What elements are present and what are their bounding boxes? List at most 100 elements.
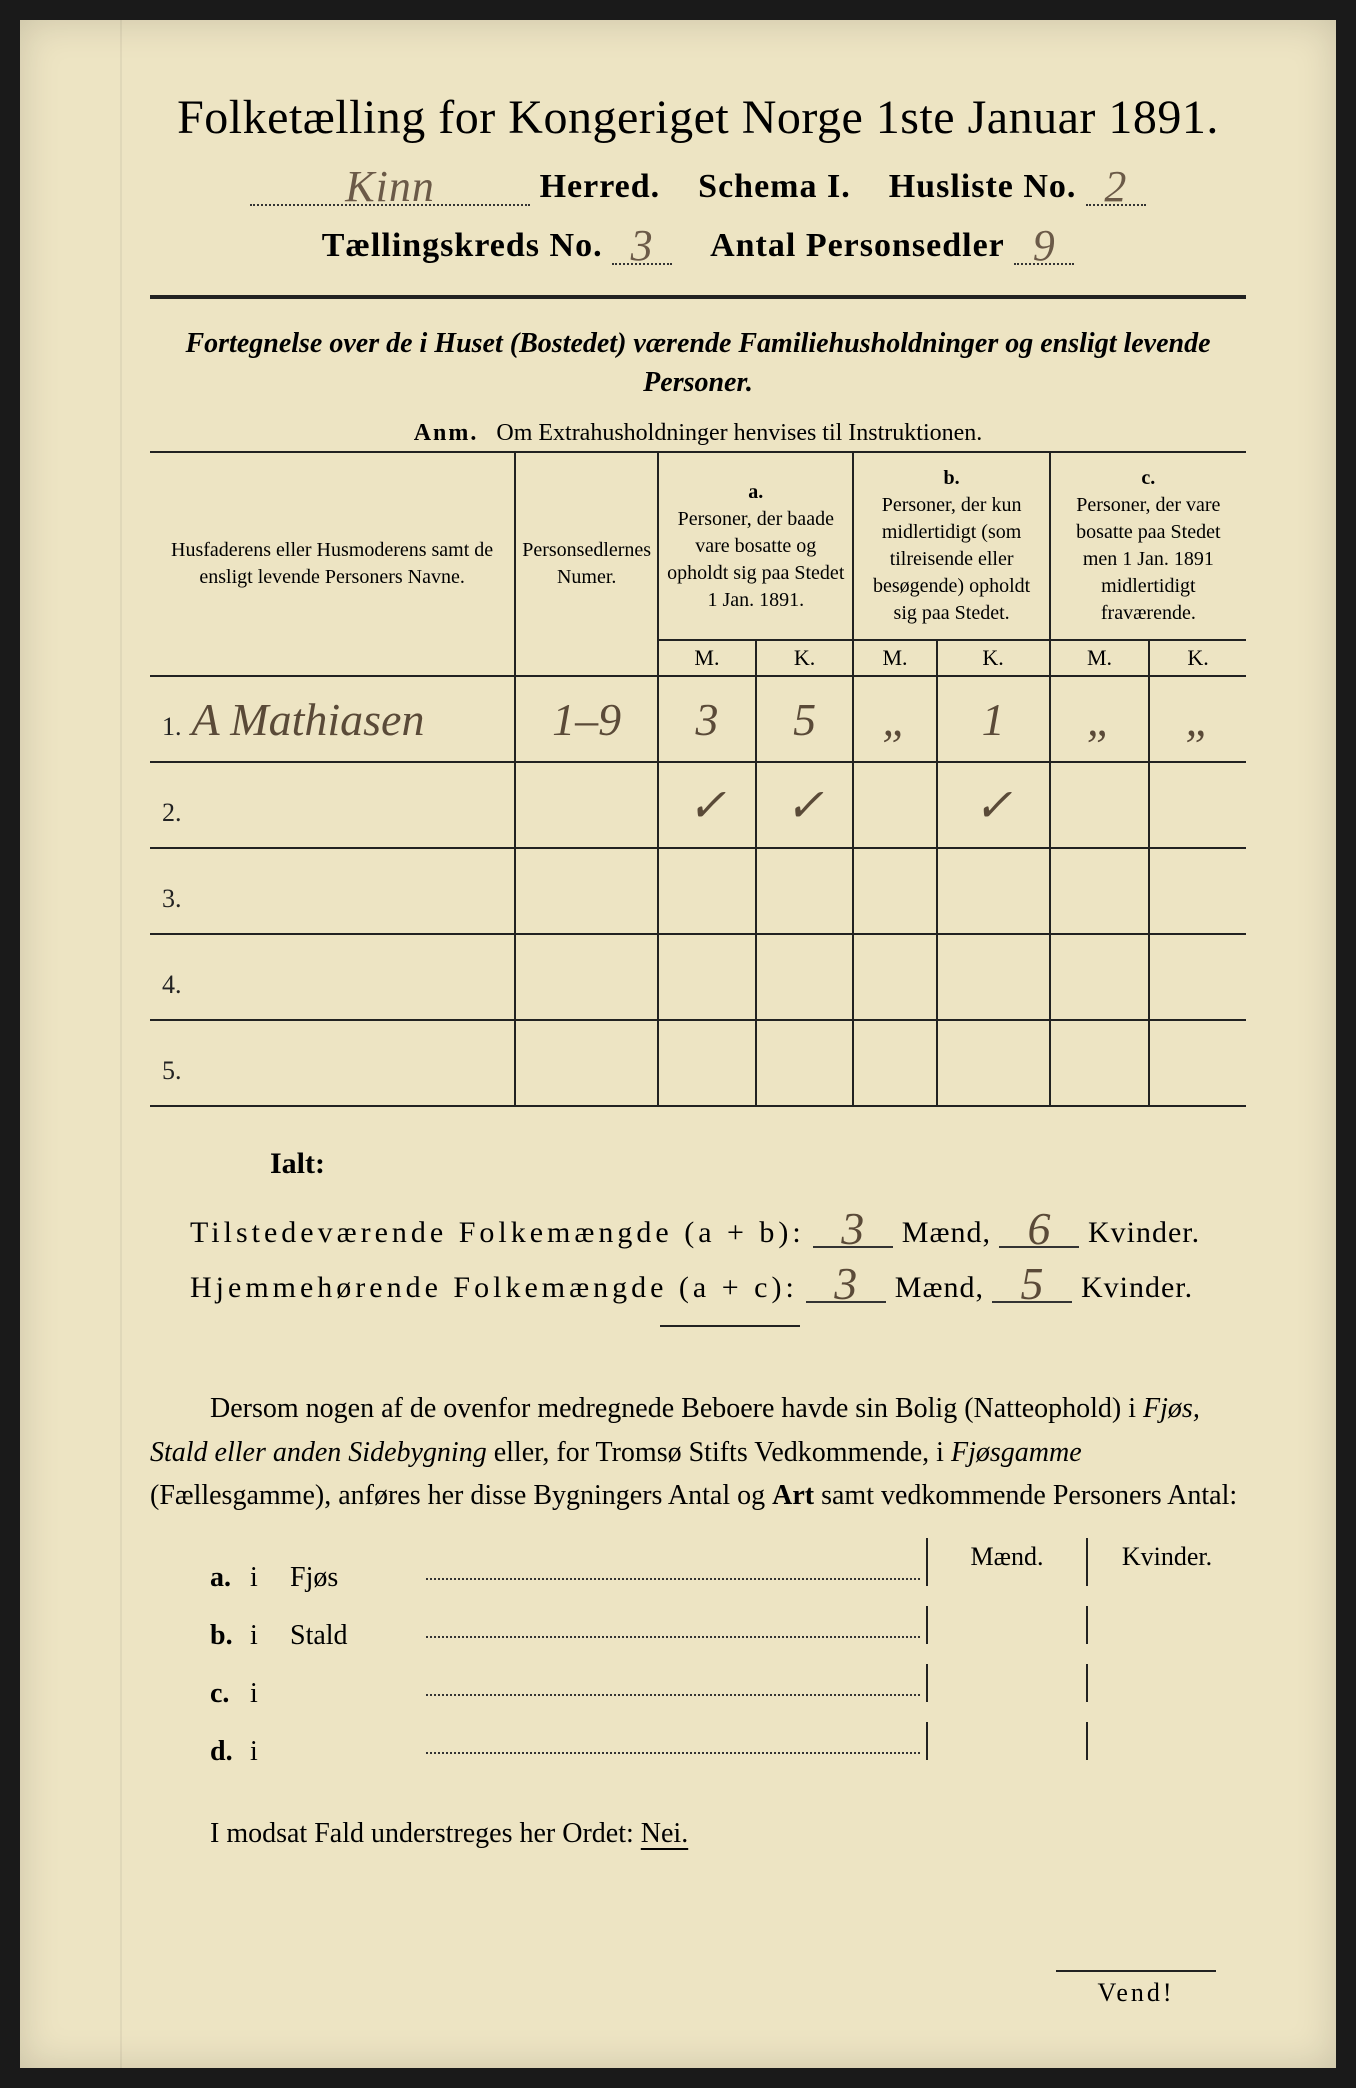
census-table: Husfaderens eller Husmoderens samt de en…: [150, 451, 1246, 1107]
cell-name: 4.: [150, 934, 515, 1020]
buildings-paragraph: Dersom nogen af de ovenfor medregnede Be…: [150, 1387, 1246, 1517]
table-row: 3.: [150, 848, 1246, 934]
cell-name: 2.: [150, 762, 515, 848]
build-k: [1086, 1722, 1246, 1760]
modsat-prefix: I modsat Fald understreges her Ordet:: [210, 1818, 634, 1849]
th-num: Personsedlernes Numer.: [515, 452, 658, 676]
header-line-1: Kinn Herred. Schema I. Husliste No. 2: [150, 165, 1246, 206]
building-row: d.i: [210, 1722, 1246, 1768]
summary1-m: 3: [813, 1213, 893, 1247]
build-dots: [426, 1636, 920, 1638]
cell-b-k: [937, 848, 1050, 934]
build-key: d.: [210, 1736, 250, 1768]
maend-label-2: Mænd,: [895, 1271, 984, 1304]
modsat-nei: Nei.: [641, 1818, 688, 1849]
th-name: Husfaderens eller Husmoderens samt de en…: [150, 452, 515, 676]
build-name: Fjøs: [290, 1562, 420, 1594]
table-row: 4.: [150, 934, 1246, 1020]
build-i: i: [250, 1562, 290, 1594]
cell-a-k: [756, 934, 854, 1020]
kvinder-label-2: Kvinder.: [1081, 1271, 1193, 1304]
herred-label: Herred.: [540, 168, 661, 205]
build-head-m: Mænd.: [926, 1538, 1086, 1576]
cell-c-m: [1050, 1020, 1150, 1106]
th-b-k: K.: [937, 640, 1050, 676]
th-a: a.Personer, der baade vare bosatte og op…: [658, 452, 853, 640]
intro-text: Fortegnelse over de i Huset (Bostedet) v…: [150, 324, 1246, 402]
build-key: b.: [210, 1620, 250, 1652]
antal-label: Antal Personsedler: [710, 227, 1005, 264]
summary1-label: Tilstedeværende Folkemængde (a + b):: [190, 1216, 805, 1249]
cell-c-m: „: [1050, 676, 1150, 762]
cell-b-m: [853, 1020, 936, 1106]
table-row: 2.✓✓✓: [150, 762, 1246, 848]
cell-name: 5.: [150, 1020, 515, 1106]
cell-c-m: [1050, 848, 1150, 934]
buildings-header: Mænd. Kvinder.: [926, 1538, 1246, 1576]
cell-a-m: ✓: [658, 762, 756, 848]
header-line-2: Tællingskreds No. 3 Antal Personsedler 9: [150, 224, 1246, 265]
census-form-page: Folketælling for Kongeriget Norge 1ste J…: [20, 20, 1336, 2068]
anm-line: Anm. Om Extrahusholdninger henvises til …: [150, 420, 1246, 447]
build-i: i: [250, 1678, 290, 1710]
th-c-k: K.: [1149, 640, 1246, 676]
anm-text: Om Extrahusholdninger henvises til Instr…: [496, 420, 982, 446]
summary2-m: 3: [806, 1268, 886, 1302]
schema-label: Schema I.: [698, 168, 851, 205]
kreds-value: 3: [612, 228, 672, 265]
cell-c-k: [1149, 848, 1246, 934]
cell-c-m: [1050, 934, 1150, 1020]
cell-a-m: 3: [658, 676, 756, 762]
kreds-label: Tællingskreds No.: [322, 227, 603, 264]
cell-b-k: 1: [937, 676, 1050, 762]
summary2-label: Hjemmehørende Folkemængde (a + c):: [190, 1271, 798, 1304]
cell-b-m: [853, 934, 936, 1020]
cell-a-k: [756, 848, 854, 934]
cell-b-m: [853, 848, 936, 934]
herred-value: Kinn: [250, 169, 530, 206]
cell-sedler: [515, 848, 658, 934]
cell-sedler: 1–9: [515, 676, 658, 762]
build-name: Stald: [290, 1620, 420, 1652]
build-m: [926, 1664, 1086, 1702]
table-row: 1.A Mathiasen1–935„1„„: [150, 676, 1246, 762]
build-key: c.: [210, 1678, 250, 1710]
build-dots: [426, 1694, 920, 1696]
table-row: 5.: [150, 1020, 1246, 1106]
build-k: [1086, 1606, 1246, 1644]
th-c-m: M.: [1050, 640, 1150, 676]
build-key: a.: [210, 1562, 250, 1594]
build-m: [926, 1606, 1086, 1644]
summary2-k: 5: [992, 1268, 1072, 1302]
th-c: c.Personer, der vare bosatte paa Stedet …: [1050, 452, 1246, 640]
building-row: c.i: [210, 1664, 1246, 1710]
cell-a-m: [658, 934, 756, 1020]
cell-sedler: [515, 762, 658, 848]
modsat-line: I modsat Fald understreges her Ordet: Ne…: [150, 1818, 1246, 1850]
th-a-k: K.: [756, 640, 854, 676]
th-b-m: M.: [853, 640, 936, 676]
summary1-k: 6: [999, 1213, 1079, 1247]
cell-b-m: [853, 762, 936, 848]
th-b: b.Personer, der kun midlertidigt (som ti…: [853, 452, 1049, 640]
summary-rule: [660, 1325, 800, 1327]
cell-c-m: [1050, 762, 1150, 848]
build-i: i: [250, 1736, 290, 1768]
husliste-label: Husliste No.: [889, 168, 1077, 205]
cell-sedler: [515, 934, 658, 1020]
cell-c-k: [1149, 1020, 1246, 1106]
cell-a-m: [658, 1020, 756, 1106]
building-row: b.iStald: [210, 1606, 1246, 1652]
cell-c-k: „: [1149, 676, 1246, 762]
divider: [150, 295, 1246, 299]
build-dots: [426, 1578, 920, 1580]
page-title: Folketælling for Kongeriget Norge 1ste J…: [150, 90, 1246, 145]
maend-label: Mænd,: [902, 1216, 991, 1249]
cell-b-k: [937, 934, 1050, 1020]
cell-c-k: [1149, 762, 1246, 848]
summary-line-1: Tilstedeværende Folkemængde (a + b): 3 M…: [190, 1211, 1246, 1250]
buildings-section: Mænd. Kvinder. a.iFjøsb.iStaldc.id.i: [210, 1548, 1246, 1768]
cell-b-k: [937, 1020, 1050, 1106]
cell-sedler: [515, 1020, 658, 1106]
cell-a-k: 5: [756, 676, 854, 762]
